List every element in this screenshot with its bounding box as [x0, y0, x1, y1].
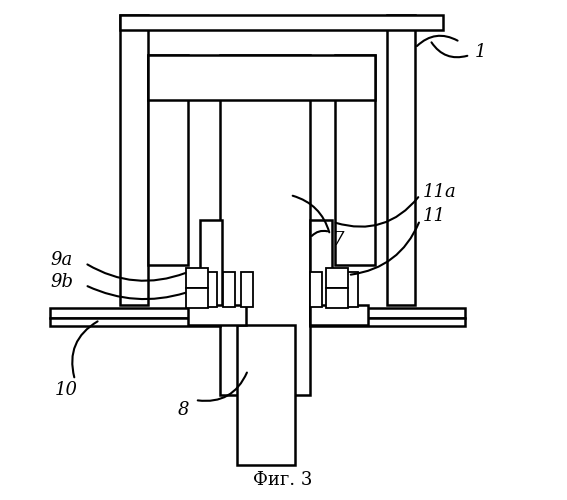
Text: 7: 7 [333, 231, 345, 249]
Bar [335, 55, 375, 265]
Bar [120, 15, 443, 30]
Bar [50, 318, 220, 326]
Bar [223, 272, 235, 307]
Bar [310, 272, 322, 307]
Bar [310, 305, 368, 325]
Bar [346, 272, 358, 307]
Bar [326, 288, 348, 308]
Bar [148, 55, 188, 265]
Bar [310, 308, 465, 318]
Bar [326, 268, 348, 288]
Bar [148, 55, 375, 100]
Text: Фиг. 3: Фиг. 3 [253, 471, 312, 489]
Text: 8: 8 [178, 401, 189, 419]
Bar [310, 220, 332, 320]
Bar [200, 220, 222, 320]
Bar [186, 288, 208, 308]
Bar [241, 272, 253, 307]
Text: 9a: 9a [50, 251, 72, 269]
Bar [387, 15, 415, 305]
Bar [205, 272, 217, 307]
Text: 10: 10 [55, 381, 78, 399]
Bar [186, 268, 208, 288]
Bar [120, 15, 148, 305]
Text: 11a: 11a [423, 183, 457, 201]
Bar [188, 305, 246, 325]
Bar [50, 308, 220, 318]
Bar [237, 325, 295, 465]
Text: 9b: 9b [50, 273, 73, 291]
Bar [220, 55, 310, 395]
Bar [310, 318, 465, 326]
Text: 11: 11 [423, 207, 446, 225]
Bar [328, 272, 340, 307]
Text: 1: 1 [475, 43, 486, 61]
